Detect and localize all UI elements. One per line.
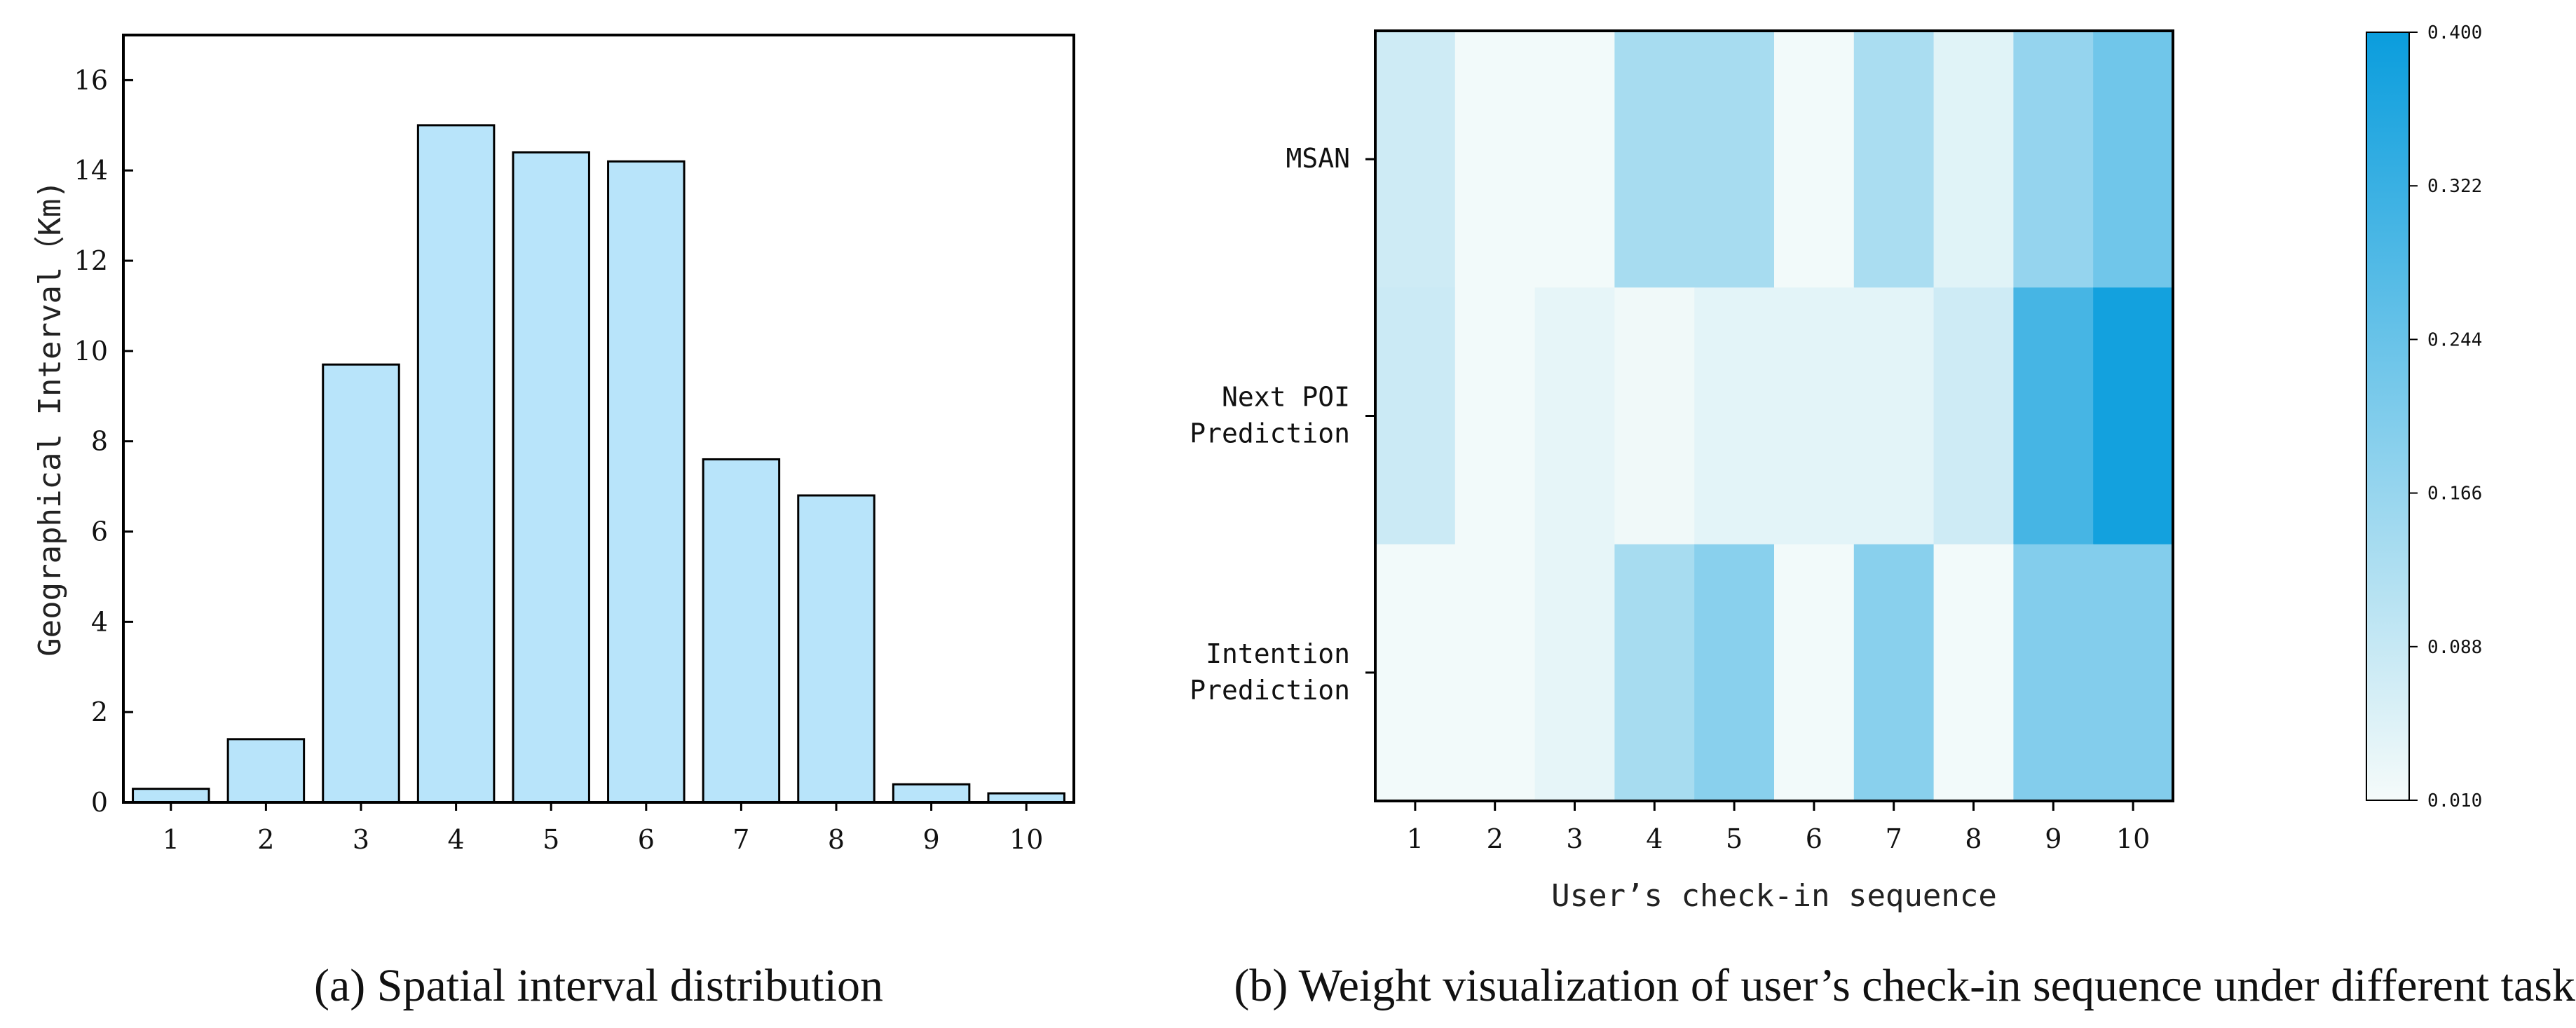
heatmap-cell [1933, 544, 2014, 802]
heatmap-cell [1933, 287, 2014, 545]
heatmap-cell [1534, 31, 1615, 288]
heatmap-x-tick-label: 9 [2045, 823, 2062, 854]
heatmap-cell [2093, 31, 2174, 288]
heatmap-x-tick-label: 4 [1646, 823, 1663, 854]
heatmap-cell [1534, 287, 1615, 545]
heatmap-cell [2093, 544, 2174, 802]
heatmap-cell [1454, 544, 1536, 802]
bar-4 [416, 124, 496, 804]
colorbar: 0.400 0.322 0.244 0.166 0.088 0.010 [2366, 22, 2482, 811]
caption-b: (b) Weight visualization of user’s check… [1234, 960, 2576, 1011]
bar-x-tick-label: 5 [543, 824, 559, 855]
bar-x-tick-label: 6 [638, 824, 655, 855]
heatmap-cell [1375, 287, 1456, 545]
heatmap-cell [1614, 287, 1695, 545]
bar-2 [226, 738, 306, 804]
heatmap-cell [1694, 544, 1775, 802]
heatmap-cell [1694, 287, 1775, 545]
bar-x-tick-label: 7 [732, 824, 749, 855]
colorbar-tick-label: 0.166 [2427, 484, 2482, 505]
heatmap-cell [1614, 31, 1695, 288]
bar-y-tick-label: 12 [74, 245, 108, 276]
heatmap-row-label: Prediction [1190, 675, 1350, 706]
bar-x-tick-label: 2 [257, 824, 274, 855]
heatmap-cell [1454, 287, 1536, 545]
heatmap-cell [1853, 544, 1935, 802]
heatmap-cell [1853, 287, 1935, 545]
heatmap-x-tick-label: 6 [1806, 823, 1822, 854]
heatmap-x-tick-label: 3 [1566, 823, 1583, 854]
heatmap-row-label: Next POI [1222, 382, 1350, 413]
heatmap-cell [2013, 544, 2094, 802]
colorbar-gradient [2366, 32, 2410, 801]
bar-y-tick-label: 4 [91, 606, 108, 637]
heatmap-cell [1694, 31, 1775, 288]
heatmap-cell [1534, 544, 1615, 802]
heatmap-x-tick-label: 10 [2116, 823, 2150, 854]
heatmap-cell [2093, 287, 2174, 545]
bar-x-tick-label: 1 [163, 824, 179, 855]
heatmap-cell [1375, 544, 1456, 802]
heatmap-cell [1774, 31, 1855, 288]
heatmap-cell [2013, 31, 2094, 288]
heatmap-x-tick-label: 7 [1886, 823, 1902, 854]
bar-y-tick-label: 6 [91, 516, 108, 547]
bar-x-tick-label: 8 [828, 824, 845, 855]
colorbar-tick-label: 0.400 [2427, 22, 2482, 43]
heatmap-x-tick-label: 5 [1726, 823, 1743, 854]
colorbar-tick-label: 0.010 [2427, 790, 2482, 811]
caption-a: (a) Spatial interval distribution [314, 960, 883, 1011]
colorbar-tick-label: 0.244 [2427, 329, 2482, 350]
heatmap-cell [1774, 544, 1855, 802]
heatmap-x-tick-label: 8 [1965, 823, 1982, 854]
bar-x-tick-label: 4 [448, 824, 465, 855]
bar-6 [607, 160, 686, 804]
bar-y-tick-label: 2 [91, 697, 108, 727]
bar-y-tick-label: 0 [91, 787, 108, 818]
bar-plot-frame [122, 34, 1075, 804]
colorbar-tick-label: 0.088 [2427, 637, 2482, 658]
bar-9 [892, 783, 971, 804]
heatmap-row-label: Intention [1206, 638, 1350, 669]
heatmap-cell [1375, 31, 1456, 288]
heatmap-cell [1454, 31, 1536, 288]
heatmap-row-label: MSAN [1286, 143, 1350, 174]
bar-8 [797, 494, 875, 804]
heatmap-x-tick-label: 1 [1407, 823, 1424, 854]
heatmap-cell [1614, 544, 1695, 802]
heatmap-row-label: Prediction [1190, 418, 1350, 449]
bar-y-tick-label: 8 [91, 426, 108, 457]
bar-y-tick-label: 14 [74, 155, 108, 186]
heatmap: 1 2 3 4 5 6 7 8 9 10 MSAN Next POI Prediction Intent… [1190, 29, 2174, 914]
heatmap-cell [1774, 287, 1855, 545]
heatmap-cell [1933, 31, 2014, 288]
bar-1 [132, 788, 210, 804]
bar-x-tick-label: 3 [353, 824, 369, 855]
heatmap-x-axis-label: User’s check-in sequence [1551, 878, 1997, 914]
heatmap-x-tick-label: 2 [1487, 823, 1504, 854]
bar-y-tick-label: 16 [74, 64, 108, 95]
heatmap-cell [2013, 287, 2094, 545]
bar-x-tick-label: 9 [923, 824, 940, 855]
bar-3 [322, 363, 400, 804]
heatmap-cell [1853, 31, 1935, 288]
bar-7 [702, 458, 781, 804]
bar-y-axis-label: Geographical Interval（Km) [32, 180, 68, 657]
bar-x-tick-label: 10 [1009, 824, 1043, 855]
colorbar-tick-label: 0.322 [2427, 176, 2482, 197]
bar-y-tick-label: 10 [74, 336, 108, 366]
bar-5 [512, 151, 590, 804]
